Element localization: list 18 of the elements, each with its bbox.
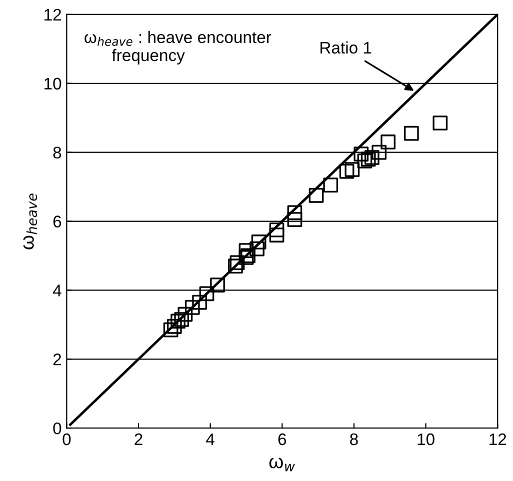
x-tick-label: 0 [62, 433, 71, 446]
annotation: ω$_{heave}$ : heave encounter frequency [84, 30, 272, 64]
y-tick-label: 2 [53, 354, 61, 366]
x-tick-label: 4 [206, 434, 214, 446]
x-axis-title: ω$_{w}$ [269, 458, 296, 472]
x-tick-label: 6 [278, 433, 286, 446]
x-tick-label: 2 [134, 433, 142, 446]
y-tick-label: 12 [44, 8, 61, 20]
y-tick-label: 0 [53, 422, 62, 434]
y-axis-title: ω$_{heave}$ [23, 194, 38, 250]
x-tick-label: 12 [490, 433, 506, 446]
text: Ratio 1 [320, 41, 372, 54]
x-tick-label: 10 [418, 433, 434, 446]
y-tick-label: 8 [53, 146, 62, 159]
y-tick-label: 10 [44, 78, 62, 90]
y-tick-label: 4 [52, 284, 62, 296]
y-tick-label: 6 [53, 216, 62, 228]
x-tick-label: 8 [350, 433, 358, 446]
